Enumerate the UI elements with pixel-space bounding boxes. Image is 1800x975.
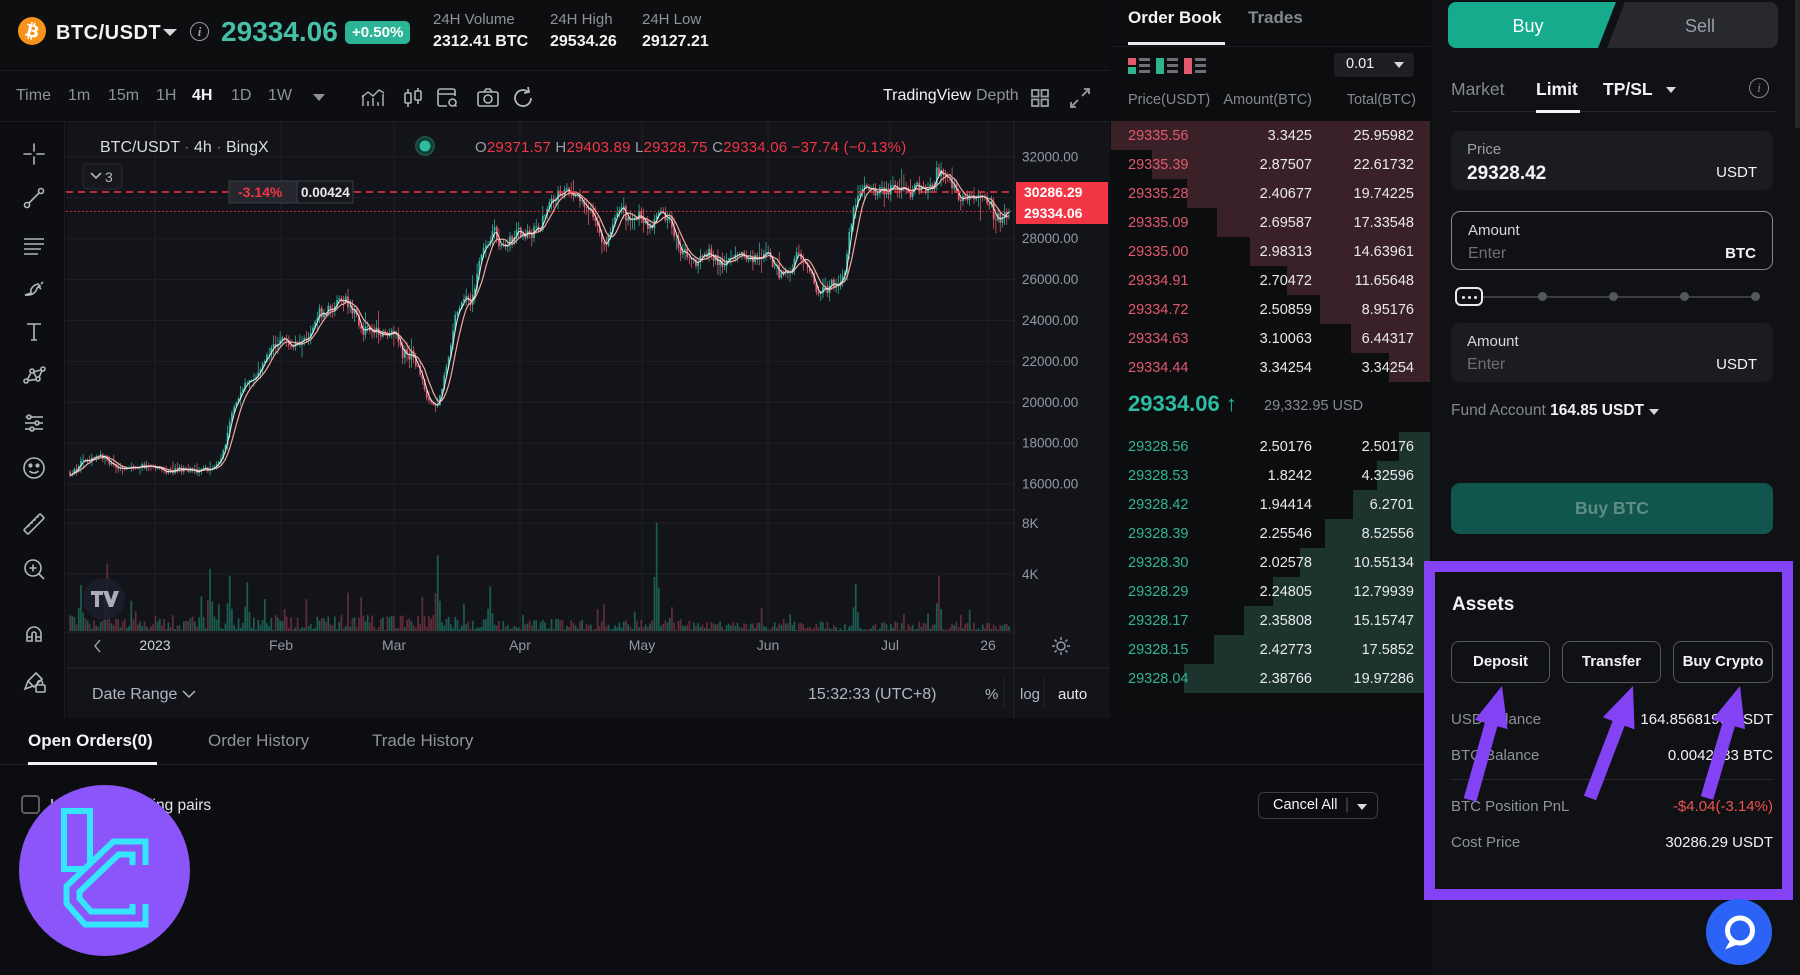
svg-text:28000.00: 28000.00 [1022, 231, 1078, 246]
svg-text:4K: 4K [1022, 567, 1039, 582]
svg-text:BTC/USDT · 4h · BingX: BTC/USDT · 4h · BingX [100, 139, 269, 156]
svg-text:log: log [1020, 686, 1040, 703]
svg-text:Buy: Buy [1512, 16, 1543, 36]
svg-text:Sell: Sell [1685, 16, 1715, 36]
svg-text:Apr: Apr [509, 637, 531, 653]
svg-text:Mar: Mar [382, 637, 406, 653]
svg-text:O29371.57 H29403.89 L29328.75: O29371.57 H29403.89 L29328.75 C29334.06 … [475, 139, 906, 156]
svg-text:24000.00: 24000.00 [1022, 313, 1078, 328]
svg-text:Feb: Feb [269, 637, 293, 653]
svg-text:-3.14%: -3.14% [238, 184, 283, 200]
svg-text:Date Range: Date Range [92, 686, 177, 703]
svg-text:26: 26 [980, 637, 996, 653]
svg-text:15:32:33 (UTC+8): 15:32:33 (UTC+8) [808, 686, 937, 703]
svg-text:May: May [629, 637, 655, 653]
svg-text:Jun: Jun [757, 637, 780, 653]
svg-text:26000.00: 26000.00 [1022, 272, 1078, 287]
svg-text:0.00424: 0.00424 [301, 185, 350, 200]
svg-text:Jul: Jul [881, 637, 899, 653]
svg-text:16000.00: 16000.00 [1022, 477, 1078, 492]
svg-text:22000.00: 22000.00 [1022, 354, 1078, 369]
svg-text:8K: 8K [1022, 516, 1039, 531]
svg-text:32000.00: 32000.00 [1022, 150, 1078, 165]
svg-text:18000.00: 18000.00 [1022, 436, 1078, 451]
svg-text:3: 3 [105, 169, 113, 185]
svg-text:30286.29: 30286.29 [1024, 184, 1083, 200]
svg-text:auto: auto [1058, 686, 1087, 703]
svg-text:2023: 2023 [139, 637, 170, 653]
svg-text:29334.06: 29334.06 [1024, 205, 1083, 221]
svg-text:%: % [985, 686, 998, 703]
svg-text:20000.00: 20000.00 [1022, 395, 1078, 410]
